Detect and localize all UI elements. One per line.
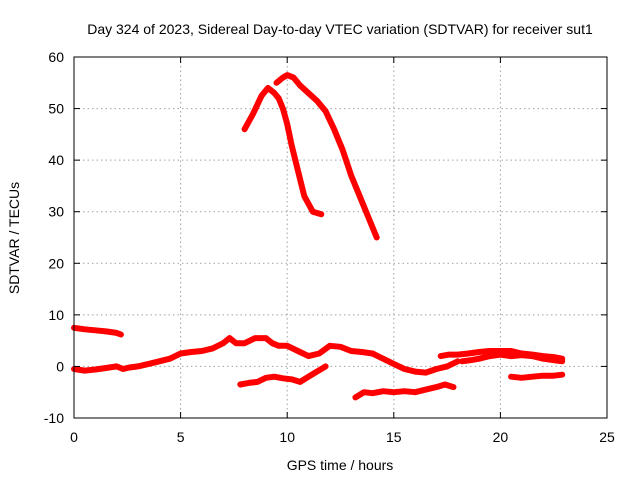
series-arc-2 [273,72,380,241]
x-tick-label: 20 [493,429,509,445]
tick-layer: 0 5 10 15 20 25 -10 0 10 20 30 40 50 60 [44,49,615,445]
series-arc-8 [459,351,566,365]
y-tick-label: 60 [48,49,64,65]
y-tick-label: 50 [48,101,64,117]
x-tick-label: 10 [279,429,295,445]
x-tick-label: 5 [177,429,185,445]
chart-title: Day 324 of 2023, Sidereal Day-to-day VTE… [87,21,593,37]
series-arc-9 [508,371,566,381]
y-tick-label: -10 [44,410,64,426]
x-tick-label: 0 [70,429,78,445]
x-tick-label: 25 [599,429,615,445]
series-arc-6 [352,381,457,401]
series-layer [71,72,566,401]
series-arc-3 [71,324,124,338]
y-tick-label: 10 [48,307,64,323]
y-tick-label: 30 [48,204,64,220]
grid-layer [74,57,607,418]
series-arc-5 [237,363,329,388]
plot-frame [73,56,608,419]
y-tick-label: 20 [48,255,64,271]
series-arc-4 [71,335,461,376]
x-axis-label: GPS time / hours [287,457,394,473]
y-tick-label: 40 [48,152,64,168]
y-axis-label: SDTVAR / TECUs [6,182,22,294]
y-tick-label: 0 [56,358,64,374]
series-arc-1 [241,84,325,218]
x-tick-label: 15 [386,429,402,445]
